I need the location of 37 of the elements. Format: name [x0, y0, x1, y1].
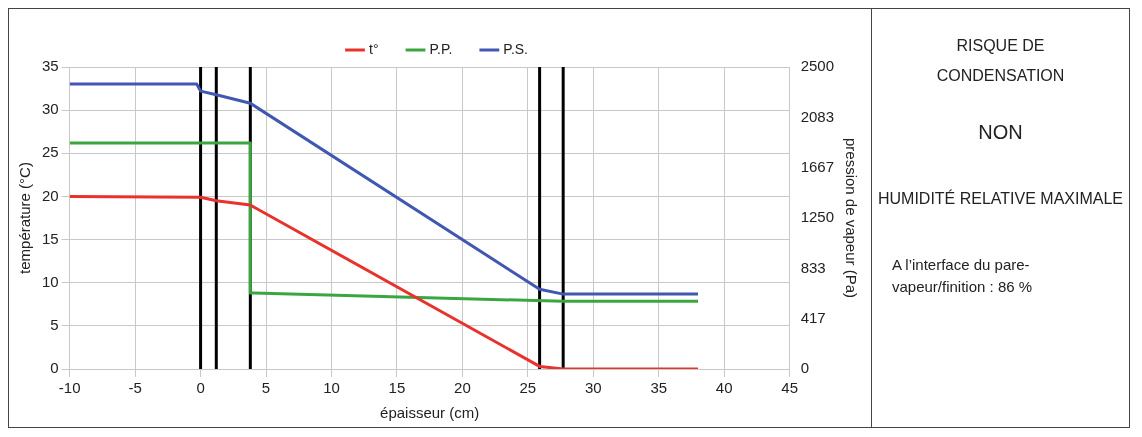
y-axis-title: température (°C) — [16, 162, 34, 274]
x-tick-label: 0 — [196, 379, 205, 397]
y-tick-label: 0 — [50, 359, 59, 377]
legend-label: t° — [369, 40, 379, 57]
x-tick-label: -10 — [58, 379, 81, 397]
y-tick-label: 25 — [42, 143, 59, 161]
text: NON — [977, 121, 1024, 144]
y2-tick-label: 1667 — [800, 157, 835, 175]
y-tick-label: 15 — [42, 229, 59, 247]
y2-tick-label: 833 — [800, 258, 826, 276]
x-tick-label: 10 — [323, 379, 340, 397]
y2-axis-title: pression de vapeur (Pa) — [842, 137, 860, 299]
y-tick-label: 10 — [42, 272, 59, 290]
x-axis-title: épaisseur (cm) — [380, 404, 480, 422]
x-tick-label: 45 — [781, 379, 798, 397]
x-tick-label: 5 — [261, 379, 271, 397]
y-tick-label: 5 — [50, 316, 59, 333]
y-tick-label: 35 — [42, 57, 59, 75]
y2-tick-label: 1250 — [800, 208, 835, 226]
legend-label: P.P. — [429, 40, 453, 57]
x-tick-label: 20 — [454, 379, 471, 397]
y2-tick-label: 417 — [800, 308, 826, 326]
legend-label: P.S. — [503, 40, 528, 57]
y2-tick-label: 0 — [800, 359, 809, 377]
y2-tick-label: 2500 — [800, 57, 835, 75]
y2-tick-label: 2083 — [800, 107, 835, 125]
x-tick-label: 25 — [519, 379, 537, 397]
x-tick-label: -5 — [128, 379, 142, 397]
x-tick-label: 40 — [715, 379, 733, 397]
y-tick-label: 30 — [42, 100, 59, 118]
x-tick-label: 15 — [388, 379, 406, 397]
text: HUMIDITÉ RELATIVE MAXIMALE — [876, 188, 1125, 209]
text: RISQUE DE CONDENSATION — [935, 36, 1066, 86]
text: A l’interface du pare-vapeur/finition : 86 % — [891, 255, 1034, 297]
x-tick-label: 30 — [584, 379, 602, 397]
y-tick-label: 20 — [42, 186, 59, 204]
x-tick-label: 35 — [650, 379, 668, 397]
